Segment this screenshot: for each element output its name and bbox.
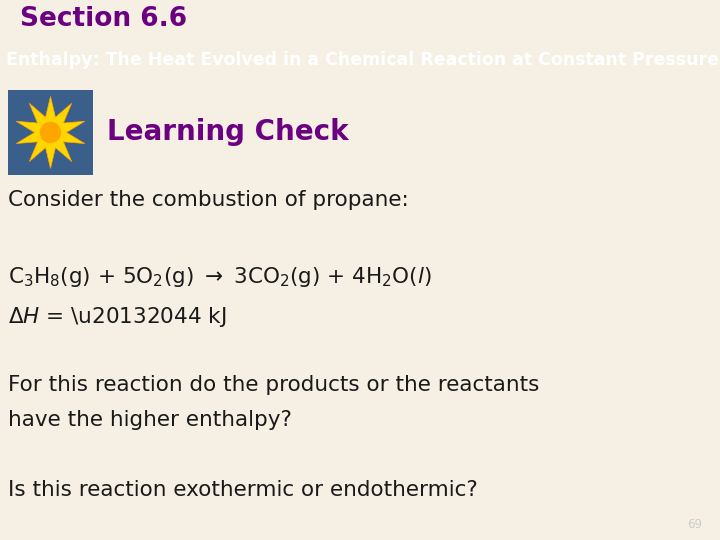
Text: For this reaction do the products or the reactants: For this reaction do the products or the… <box>8 375 539 395</box>
Text: C$_3$H$_8$(g) + 5O$_2$(g) $\rightarrow$ 3CO$_2$(g) + 4H$_2$O($\it{l}$): C$_3$H$_8$(g) + 5O$_2$(g) $\rightarrow$ … <box>8 265 432 289</box>
Text: have the higher enthalpy?: have the higher enthalpy? <box>8 410 292 430</box>
FancyBboxPatch shape <box>8 90 93 175</box>
Text: Enthalpy: The Heat Evolved in a Chemical Reaction at Constant Pressure: Enthalpy: The Heat Evolved in a Chemical… <box>6 51 719 69</box>
Polygon shape <box>17 97 85 168</box>
Text: $\Delta\mathit{H}$ = \u20132044 kJ: $\Delta\mathit{H}$ = \u20132044 kJ <box>8 305 226 329</box>
Text: 69: 69 <box>687 518 702 531</box>
Text: Section 6.6: Section 6.6 <box>20 6 187 32</box>
Text: Is this reaction exothermic or endothermic?: Is this reaction exothermic or endotherm… <box>8 480 478 500</box>
Text: Learning Check: Learning Check <box>107 118 348 146</box>
Circle shape <box>40 123 60 143</box>
Text: Consider the combustion of propane:: Consider the combustion of propane: <box>8 190 409 210</box>
